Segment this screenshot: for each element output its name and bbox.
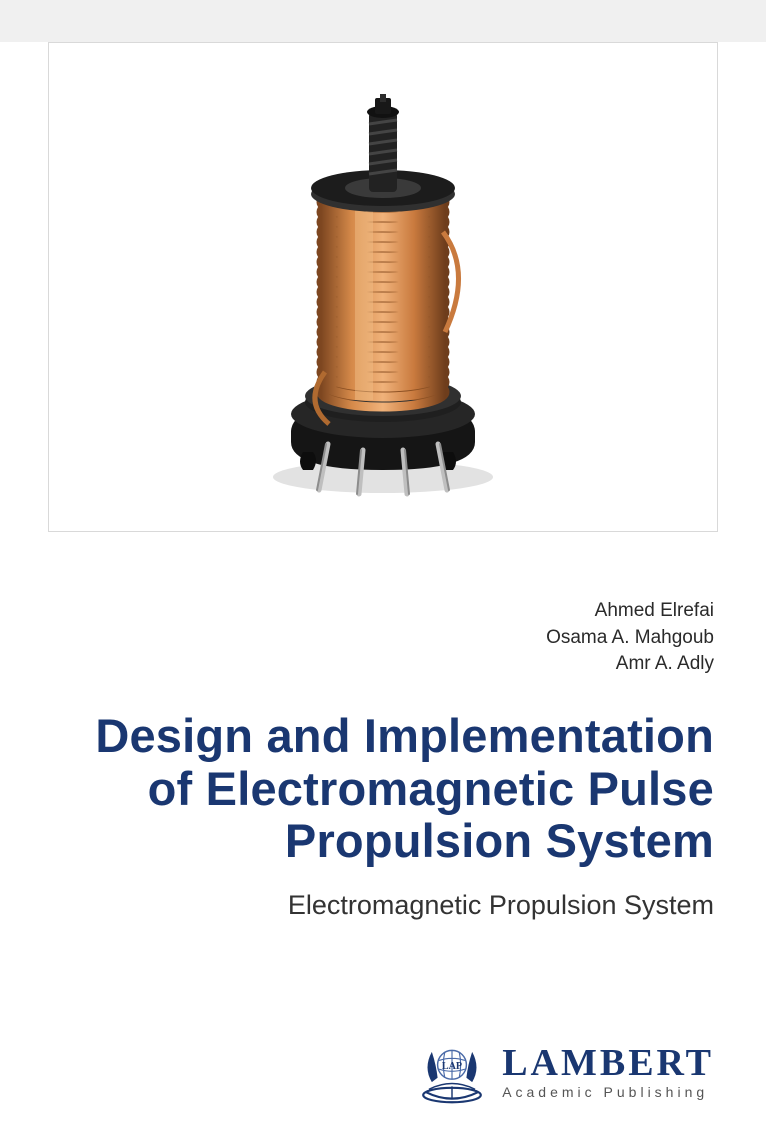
inductor-coil-illustration xyxy=(233,72,533,502)
cover-image-frame xyxy=(48,42,718,532)
author-3: Amr A. Adly xyxy=(546,651,714,678)
author-1: Ahmed Elrefai xyxy=(546,598,714,625)
author-list: Ahmed Elrefai Osama A. Mahgoub Amr A. Ad… xyxy=(546,598,714,678)
publisher-tagline: Academic Publishing xyxy=(502,1084,714,1100)
publisher-block: LAP LAMBERT Academic Publishing xyxy=(416,1036,714,1108)
author-2: Osama A. Mahgoub xyxy=(546,625,714,652)
publisher-name: LAMBERT xyxy=(502,1044,714,1082)
book-subtitle: Electromagnetic Propulsion System xyxy=(288,890,714,921)
publisher-text: LAMBERT Academic Publishing xyxy=(502,1044,714,1100)
logo-monogram: LAP xyxy=(442,1061,462,1072)
book-title: Design and Implementation of Electromagn… xyxy=(52,710,714,868)
publisher-logo-icon: LAP xyxy=(416,1036,488,1108)
top-band xyxy=(0,0,766,42)
